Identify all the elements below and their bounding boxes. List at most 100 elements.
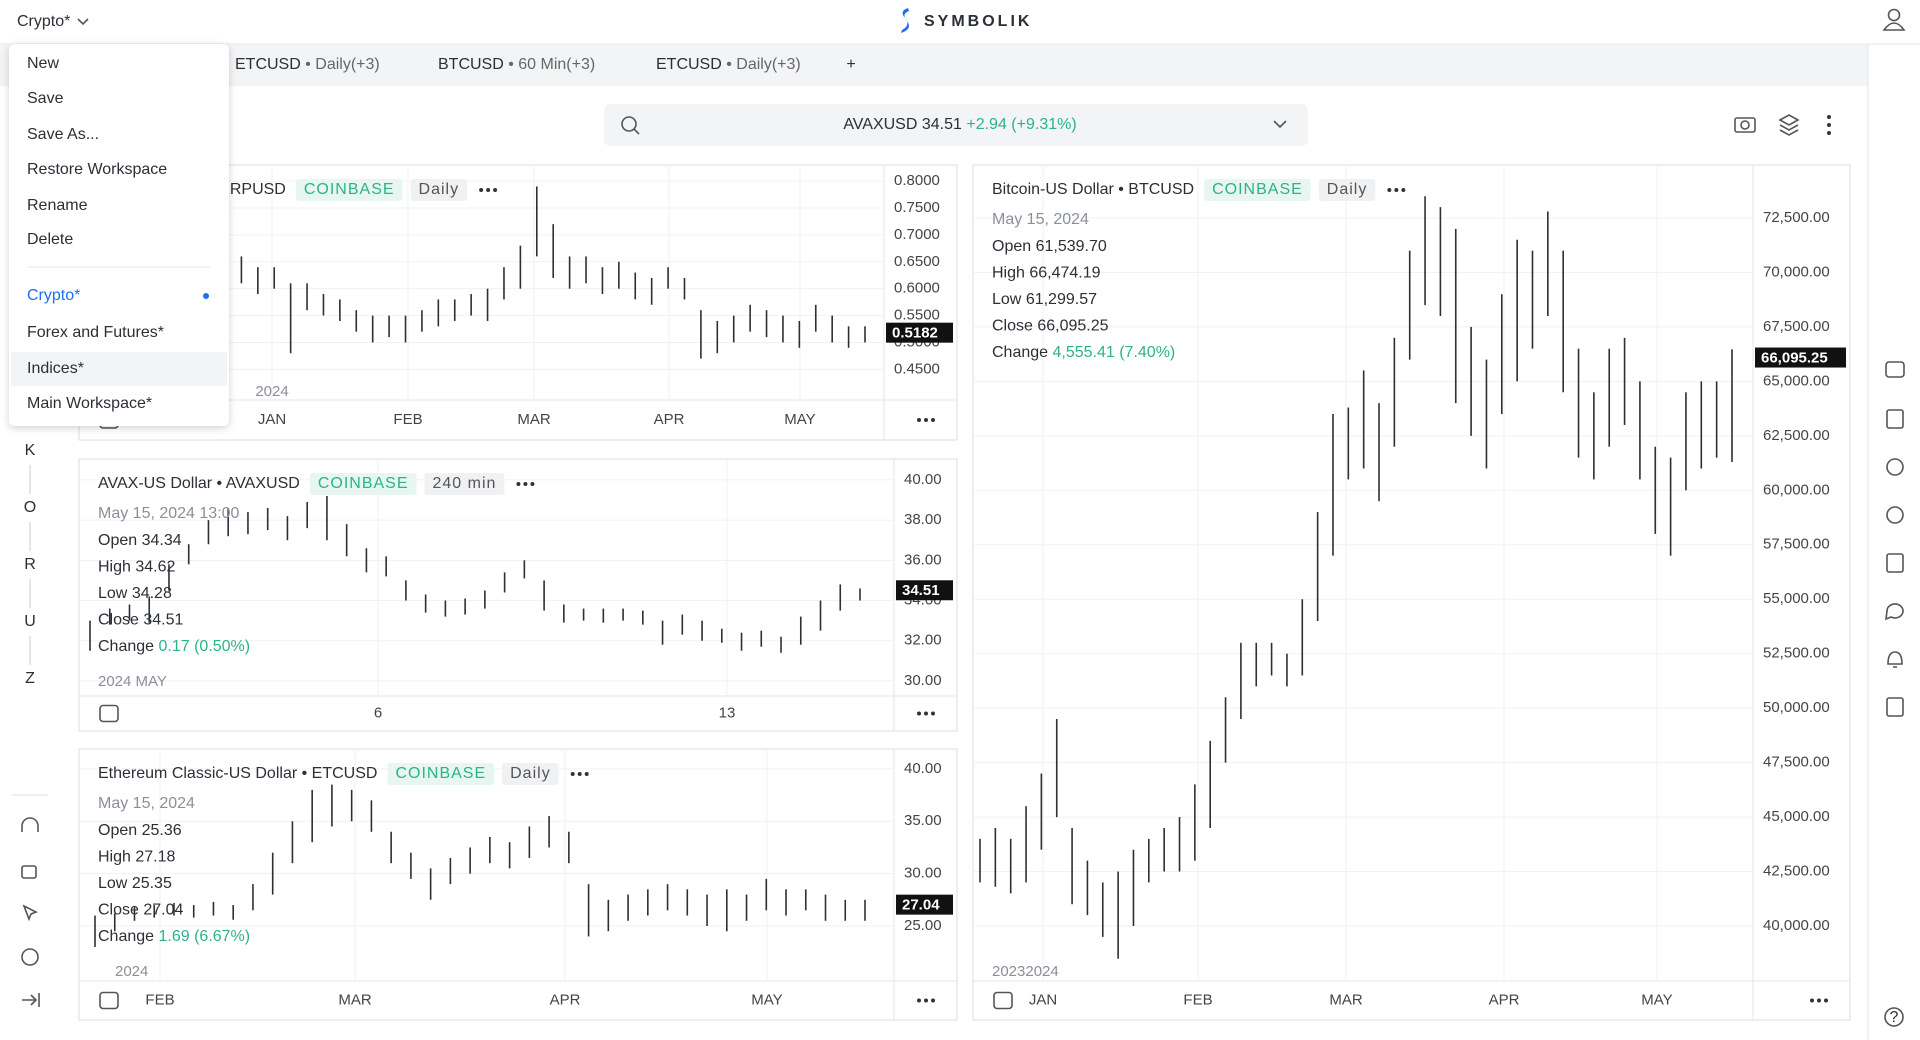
chart-menu-dot[interactable]: [523, 482, 528, 486]
interval-badge: Daily: [510, 765, 551, 782]
tab[interactable]: ETCUSD • Daily(+3): [656, 56, 801, 73]
top-bar: [0, 0, 1920, 44]
menu-item[interactable]: Save: [27, 90, 64, 107]
y-tick-label: 72,500.00: [1763, 209, 1830, 226]
axis-menu-dot[interactable]: [917, 418, 921, 422]
chart-menu-dot[interactable]: [1401, 188, 1406, 192]
toolbar-letter[interactable]: Z: [25, 670, 35, 687]
legend-row: Low 34.28: [98, 585, 172, 602]
axis-menu-dot[interactable]: [931, 711, 935, 716]
exchange-badge: COINBASE: [1212, 181, 1303, 198]
legend-value: 25.36: [142, 822, 182, 839]
more-icon[interactable]: [1827, 115, 1831, 135]
calendar-button-bg[interactable]: [97, 702, 127, 725]
menu-item[interactable]: Delete: [27, 231, 73, 248]
watchlist-icon[interactable]: [1886, 409, 1904, 429]
help-icon[interactable]: [1884, 1007, 1904, 1027]
chart-menu-dot[interactable]: [486, 188, 491, 192]
scanner-icon[interactable]: [1886, 458, 1904, 476]
news-icon[interactable]: [1886, 553, 1904, 573]
axis-menu-dot[interactable]: [931, 998, 935, 1003]
calculator-icon[interactable]: [1886, 697, 1904, 717]
axis-menu-dot[interactable]: [1817, 998, 1821, 1003]
left-toolbar: [12, 794, 48, 1007]
last-price-label: 34.51: [902, 582, 940, 599]
search-chevron[interactable]: [1273, 120, 1287, 129]
chart-menu-dot[interactable]: [1394, 188, 1399, 192]
y-tick-label: 70,000.00: [1763, 263, 1830, 280]
chart-menu-dot[interactable]: [584, 772, 589, 776]
workspace-chevron[interactable]: [77, 18, 89, 26]
calendar-button-bg[interactable]: [991, 989, 1021, 1012]
legend-value: 34.51: [143, 612, 183, 629]
axis-menu-dot[interactable]: [924, 711, 928, 716]
legend-row: Change 0.17 (0.50%): [98, 638, 250, 655]
exchange-badge: COINBASE: [395, 765, 486, 782]
alarm-icon[interactable]: [1886, 506, 1904, 524]
menu-item[interactable]: Restore Workspace: [27, 161, 167, 178]
tab[interactable]: BTCUSD • 60 Min(+3): [438, 56, 595, 73]
menu-item[interactable]: Rename: [27, 197, 88, 214]
axis-menu-dot[interactable]: [917, 998, 921, 1003]
user-icon[interactable]: [1882, 8, 1906, 31]
toolbar-letter[interactable]: R: [24, 556, 36, 573]
toolbar-letter[interactable]: O: [24, 499, 36, 516]
chart-title: Bitcoin-US Dollar • BTCUSD: [992, 181, 1194, 198]
y-tick-label: 30.00: [904, 865, 942, 882]
collapse-icon[interactable]: [22, 993, 40, 1007]
exchange-badge: COINBASE: [304, 181, 395, 198]
workspace-item[interactable]: Indices*: [27, 360, 84, 377]
exchange-badge-bg: [387, 763, 495, 785]
last-price-label: 66,095.25: [1761, 349, 1828, 366]
axis-menu-dot[interactable]: [1824, 998, 1828, 1003]
x-tick-label: FEB: [393, 411, 422, 428]
legend-row: Low 61,299.57: [992, 291, 1097, 308]
axis-menu-dot[interactable]: [931, 418, 935, 422]
x-tick-label: MAY: [784, 411, 815, 428]
add-tab[interactable]: +: [846, 56, 855, 73]
year-label: 20232024: [992, 963, 1059, 980]
chart-menu-dot[interactable]: [570, 772, 575, 776]
workspace-selector[interactable]: Crypto*: [17, 13, 70, 30]
cursor-icon[interactable]: [22, 904, 38, 922]
menu-highlight: [11, 352, 227, 386]
legend-value: 4,555.41 (7.40%): [1053, 344, 1176, 361]
workspace-item[interactable]: Crypto*: [27, 287, 80, 304]
legend-value: 27.04: [143, 902, 183, 919]
y-tick-label: 40.00: [904, 471, 942, 488]
exchange-badge: COINBASE: [318, 475, 409, 492]
magnet-icon[interactable]: [21, 817, 39, 832]
workspace-item[interactable]: Forex and Futures*: [27, 324, 164, 341]
last-price-label: 27.04: [902, 897, 940, 914]
toolbar-letter[interactable]: K: [25, 442, 36, 459]
axis-menu-dot[interactable]: [917, 711, 921, 716]
y-tick-label: 40.00: [904, 760, 942, 777]
axis-menu-dot[interactable]: [1810, 998, 1814, 1003]
chart-menu-dot[interactable]: [516, 482, 521, 486]
calendar-button-bg[interactable]: [97, 989, 127, 1012]
symbol-search[interactable]: [604, 104, 1308, 146]
chart-menu-dot[interactable]: [479, 188, 484, 192]
chart-menu-dot[interactable]: [577, 772, 582, 776]
chart-menu-dot[interactable]: [1387, 188, 1392, 192]
toolbar-letter[interactable]: U: [24, 613, 36, 630]
visibility-icon[interactable]: [21, 948, 39, 966]
menu-item[interactable]: Save As...: [27, 126, 99, 143]
camera-icon[interactable]: [1734, 117, 1756, 133]
chart-menu-dot[interactable]: [530, 482, 535, 486]
workspace-item[interactable]: Main Workspace*: [27, 395, 152, 412]
portfolio-icon[interactable]: [1885, 361, 1905, 378]
tab[interactable]: ETCUSD • Daily(+3): [235, 56, 380, 73]
alerts-icon[interactable]: [1887, 651, 1903, 668]
layers-icon[interactable]: [1778, 114, 1800, 136]
menu-item[interactable]: New: [27, 55, 59, 72]
axis-menu-dot[interactable]: [924, 418, 928, 422]
panel-frame: [972, 164, 1851, 1021]
x-tick-label: 6: [374, 704, 382, 721]
chart-menu-dot[interactable]: [493, 188, 498, 192]
axis-menu-dot[interactable]: [924, 998, 928, 1003]
chat-icon[interactable]: [1885, 603, 1904, 621]
y-tick-label: 0.6000: [894, 280, 940, 297]
lock-icon[interactable]: [21, 865, 37, 879]
tab-symbol: ETCUSD: [235, 56, 301, 73]
